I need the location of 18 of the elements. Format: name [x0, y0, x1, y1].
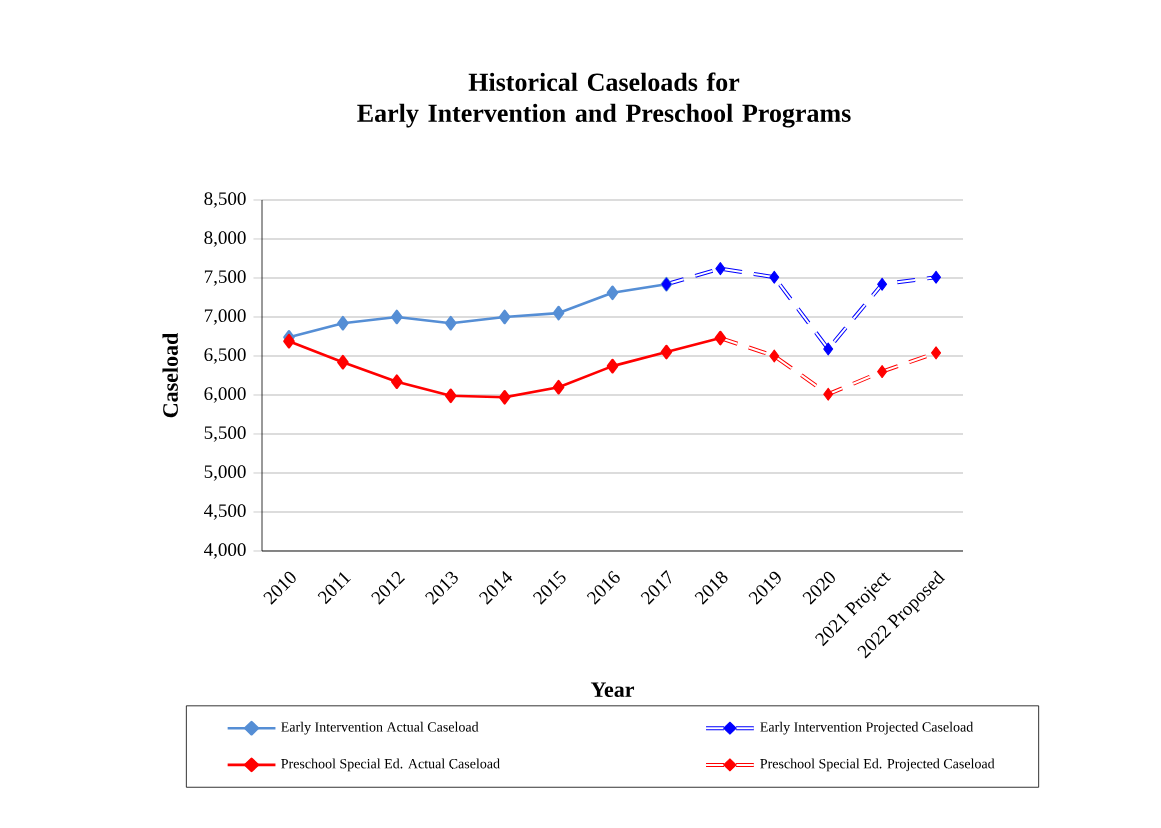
y-tick-label: 4,500 [204, 504, 246, 520]
legend-label: Preschool Special Ed. Projected Caseload [760, 758, 995, 772]
y-tick-label: 5,000 [204, 465, 246, 481]
legend-label: Preschool Special Ed. Actual Caseload [281, 758, 500, 772]
x-tick-label: 2011 [317, 572, 352, 605]
y-tick-label: 6,500 [204, 348, 246, 364]
y-tick-label: 7,000 [204, 309, 246, 325]
y-tick-label: 8,000 [204, 231, 246, 247]
y-tick-label: 5,500 [204, 426, 246, 442]
y-tick-label: 4,000 [204, 543, 246, 559]
x-axis-title: Year [590, 682, 635, 698]
chart-title: Historical Caseloads for Early Intervention and Preschool Programs [357, 72, 851, 128]
y-tick-label: 8,500 [204, 192, 246, 208]
legend-label: Early Intervention Projected Caseload [760, 721, 974, 735]
legend-label: Early Intervention Actual Caseload [281, 721, 479, 735]
y-tick-label: 6,000 [204, 387, 246, 403]
y-tick-label: 7,500 [204, 270, 246, 286]
y-axis-title: Caseload [162, 332, 178, 418]
